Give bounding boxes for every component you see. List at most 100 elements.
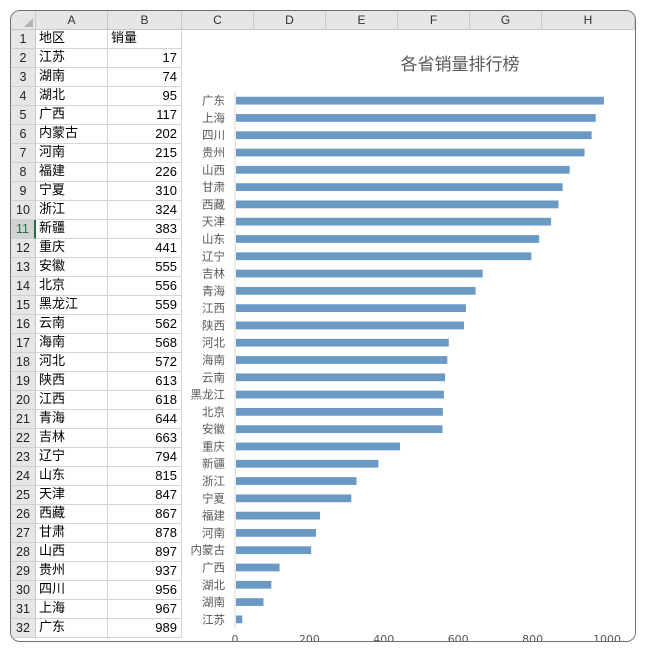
cell-region[interactable]: 广东 <box>36 619 108 638</box>
cell-region[interactable]: 湖北 <box>36 87 108 106</box>
bar[interactable] <box>236 425 443 434</box>
cell-region[interactable]: 重庆 <box>36 239 108 258</box>
bar[interactable] <box>236 511 321 520</box>
row-header[interactable]: 22 <box>11 429 36 448</box>
cell-region[interactable]: 内蒙古 <box>36 125 108 144</box>
row-header[interactable]: 15 <box>11 296 36 315</box>
row-header[interactable]: 13 <box>11 258 36 277</box>
cell-region[interactable]: 福建 <box>36 163 108 182</box>
row-header[interactable]: 2 <box>11 49 36 68</box>
cell-sales[interactable]: 556 <box>108 277 182 296</box>
bar[interactable] <box>236 459 379 468</box>
cell-region[interactable]: 吉林 <box>36 429 108 448</box>
cell-sales[interactable]: 215 <box>108 144 182 163</box>
cell-sales[interactable]: 815 <box>108 467 182 486</box>
cell-sales[interactable]: 613 <box>108 372 182 391</box>
bar[interactable] <box>236 442 401 451</box>
bar[interactable] <box>236 321 465 330</box>
bar[interactable] <box>236 200 559 209</box>
row-header[interactable]: 20 <box>11 391 36 410</box>
cell-region[interactable]: 西藏 <box>36 505 108 524</box>
cell-sales[interactable]: 967 <box>108 600 182 619</box>
row-header[interactable]: 11 <box>11 220 36 239</box>
select-all-corner[interactable] <box>11 11 36 30</box>
cell-region[interactable]: 海南 <box>36 334 108 353</box>
bar[interactable] <box>236 235 540 243</box>
column-header[interactable]: H <box>542 11 635 30</box>
cell-sales[interactable]: 17 <box>108 49 182 68</box>
row-header[interactable]: 29 <box>11 562 36 581</box>
bar[interactable] <box>236 217 552 226</box>
cell-region[interactable]: 广西 <box>36 106 108 125</box>
cell-sales[interactable]: 989 <box>108 619 182 638</box>
cell-region[interactable]: 江苏 <box>36 49 108 68</box>
cell-region[interactable]: 河北 <box>36 353 108 372</box>
row-header[interactable]: 4 <box>11 87 36 106</box>
row-header[interactable]: 9 <box>11 182 36 201</box>
column-header[interactable]: D <box>254 11 326 30</box>
row-header[interactable]: 7 <box>11 144 36 163</box>
cell-sales[interactable]: 572 <box>108 353 182 372</box>
cell-sales[interactable]: 878 <box>108 524 182 543</box>
cell-region[interactable]: 新疆 <box>36 220 108 239</box>
cell-region[interactable]: 地区 <box>36 30 108 49</box>
cell-sales[interactable]: 117 <box>108 106 182 125</box>
cell-sales[interactable]: 226 <box>108 163 182 182</box>
cell-region[interactable]: 安徽 <box>36 258 108 277</box>
column-header[interactable]: G <box>470 11 542 30</box>
column-header[interactable]: B <box>108 11 182 30</box>
bar-chart[interactable]: 各省销量排行榜 广东 上海 四川 贵州 山西 甘肃 西藏 天津 山东 辽宁 吉林 青海 江西 陕西 河北 海南… <box>182 30 635 641</box>
bar[interactable] <box>236 96 604 105</box>
bar[interactable] <box>236 373 446 382</box>
row-header[interactable]: 14 <box>11 277 36 296</box>
row-header[interactable]: 30 <box>11 581 36 600</box>
cell-region[interactable]: 北京 <box>36 277 108 296</box>
cell-region[interactable]: 甘肃 <box>36 524 108 543</box>
row-header[interactable]: 3 <box>11 68 36 87</box>
cell-region[interactable]: 山西 <box>36 543 108 562</box>
cell-region[interactable]: 河南 <box>36 144 108 163</box>
cell-sales[interactable]: 956 <box>108 581 182 600</box>
bar[interactable] <box>236 529 316 537</box>
row-header[interactable]: 32 <box>11 619 36 638</box>
bar[interactable] <box>236 615 243 624</box>
cell-region[interactable]: 辽宁 <box>36 448 108 467</box>
cell-region[interactable]: 云南 <box>36 315 108 334</box>
row-header[interactable]: 25 <box>11 486 36 505</box>
cell-sales[interactable]: 销量 <box>108 30 182 49</box>
cell-sales[interactable]: 794 <box>108 448 182 467</box>
row-header[interactable]: 16 <box>11 315 36 334</box>
bar[interactable] <box>236 546 312 555</box>
cell-sales[interactable]: 663 <box>108 429 182 448</box>
bar[interactable] <box>236 252 532 261</box>
row-header[interactable]: 6 <box>11 125 36 144</box>
cell-sales[interactable]: 568 <box>108 334 182 353</box>
cell-region[interactable]: 陕西 <box>36 372 108 391</box>
bar[interactable] <box>236 338 449 347</box>
bar[interactable] <box>236 286 476 295</box>
cell-sales[interactable]: 202 <box>108 125 182 144</box>
bar[interactable] <box>236 269 483 278</box>
row-header[interactable]: 21 <box>11 410 36 429</box>
cell-sales[interactable]: 95 <box>108 87 182 106</box>
cell-region[interactable]: 上海 <box>36 600 108 619</box>
cell-region[interactable]: 山东 <box>36 467 108 486</box>
cell-region[interactable]: 四川 <box>36 581 108 600</box>
row-header[interactable]: 5 <box>11 106 36 125</box>
bar[interactable] <box>236 183 563 191</box>
row-header[interactable]: 12 <box>11 239 36 258</box>
column-header[interactable]: E <box>326 11 398 30</box>
row-header[interactable]: 1 <box>11 30 36 49</box>
row-header[interactable]: 27 <box>11 524 36 543</box>
cell-region[interactable]: 湖南 <box>36 68 108 87</box>
column-header[interactable]: F <box>398 11 470 30</box>
cell-sales[interactable]: 618 <box>108 391 182 410</box>
cell-region[interactable]: 青海 <box>36 410 108 429</box>
bar[interactable] <box>236 165 570 174</box>
cell-sales[interactable]: 555 <box>108 258 182 277</box>
cell-region[interactable]: 浙江 <box>36 201 108 220</box>
row-header[interactable]: 24 <box>11 467 36 486</box>
cell-sales[interactable]: 937 <box>108 562 182 581</box>
column-header[interactable]: C <box>182 11 254 30</box>
bar[interactable] <box>236 563 280 572</box>
